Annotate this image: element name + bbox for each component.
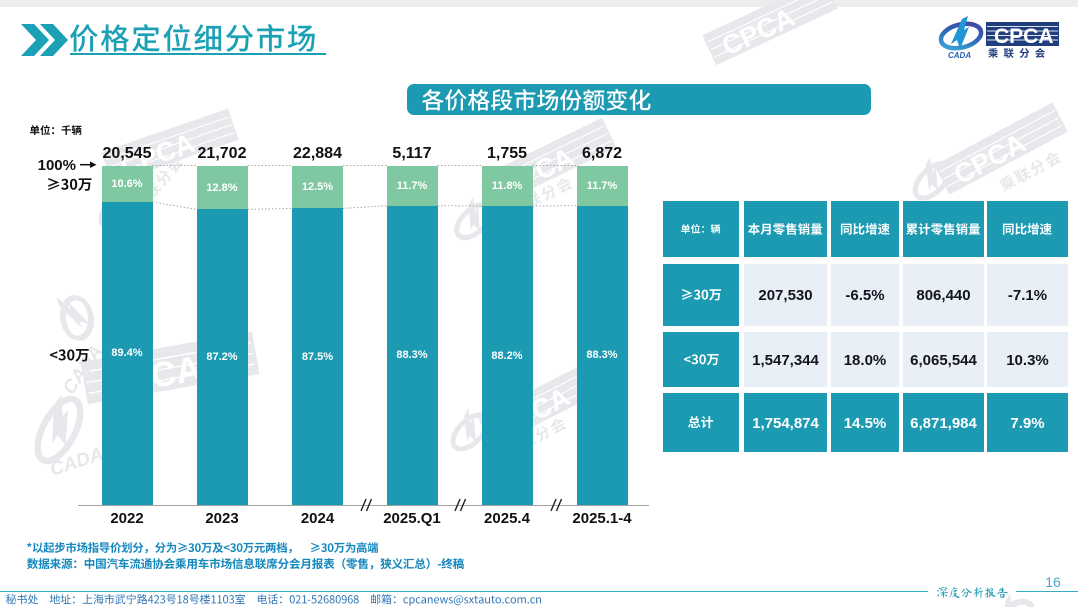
svg-text:CPCA: CPCA (994, 25, 1054, 48)
svg-text:CADA: CADA (948, 51, 971, 60)
